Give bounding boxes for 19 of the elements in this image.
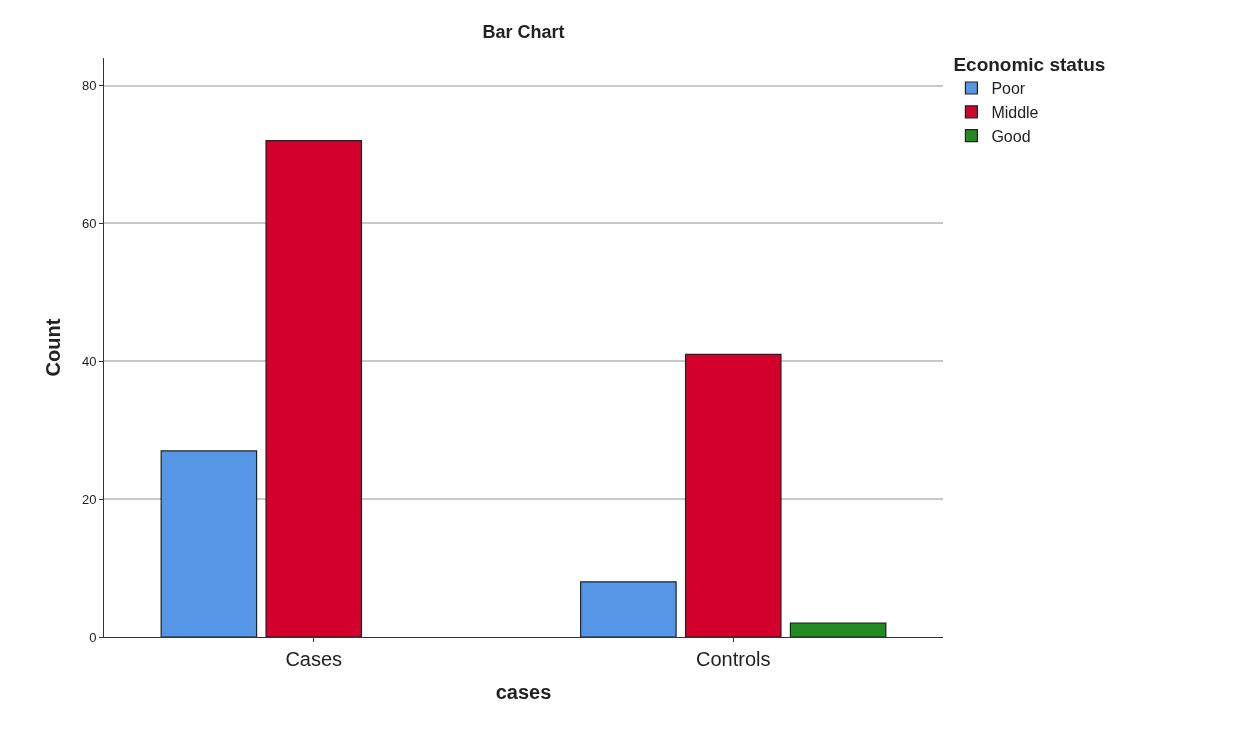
- legend-label: Good: [991, 127, 1031, 145]
- bar: [684, 353, 782, 637]
- y-tick-label: 60: [81, 215, 97, 231]
- y-axis-title: Count: [42, 318, 65, 377]
- x-tick-label: Cases: [285, 648, 343, 670]
- legend-title: Economic status: [953, 54, 1106, 76]
- bar: [580, 581, 677, 637]
- y-tick-label: 40: [81, 353, 97, 369]
- legend-label: Poor: [991, 80, 1026, 98]
- y-tick-label: 80: [81, 78, 97, 94]
- bar: [789, 622, 887, 637]
- y-tick-label: 0: [89, 629, 97, 645]
- y-tick-label: 20: [81, 491, 97, 507]
- bar: [265, 140, 363, 637]
- x-axis-title: cases: [495, 680, 552, 703]
- bar: [160, 450, 258, 637]
- x-tick-label: Controls: [696, 648, 771, 670]
- legend-label: Middle: [991, 104, 1039, 122]
- chart-title: Bar Chart: [482, 22, 565, 43]
